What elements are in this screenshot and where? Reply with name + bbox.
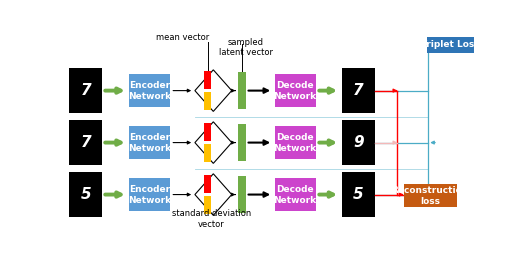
Text: Triplet Loss: Triplet Loss xyxy=(421,40,480,49)
Text: 7: 7 xyxy=(80,83,91,98)
Text: Encoder
Network: Encoder Network xyxy=(128,184,172,205)
Text: mean vector: mean vector xyxy=(156,33,209,42)
Text: Encoder
Network: Encoder Network xyxy=(128,80,172,101)
FancyBboxPatch shape xyxy=(238,72,246,109)
Text: Reconstruction
loss: Reconstruction loss xyxy=(392,185,469,206)
FancyBboxPatch shape xyxy=(238,124,246,161)
Text: Decode
Network: Decode Network xyxy=(274,80,317,101)
FancyBboxPatch shape xyxy=(204,196,211,214)
FancyBboxPatch shape xyxy=(275,75,316,107)
Text: Decode
Network: Decode Network xyxy=(274,133,317,153)
Text: sampled
latent vector: sampled latent vector xyxy=(219,38,273,57)
FancyBboxPatch shape xyxy=(69,120,102,166)
Polygon shape xyxy=(195,122,232,163)
FancyBboxPatch shape xyxy=(403,184,457,207)
Text: 7: 7 xyxy=(80,135,91,150)
FancyBboxPatch shape xyxy=(129,126,171,159)
FancyBboxPatch shape xyxy=(238,176,246,213)
FancyBboxPatch shape xyxy=(204,71,211,89)
FancyBboxPatch shape xyxy=(204,123,211,141)
FancyBboxPatch shape xyxy=(427,36,474,53)
FancyBboxPatch shape xyxy=(342,172,375,217)
FancyBboxPatch shape xyxy=(342,120,375,166)
Text: Decode
Network: Decode Network xyxy=(274,184,317,205)
Text: 9: 9 xyxy=(353,135,364,150)
Text: standard deviation
vector: standard deviation vector xyxy=(172,210,251,229)
FancyBboxPatch shape xyxy=(129,75,171,107)
FancyBboxPatch shape xyxy=(275,126,316,159)
FancyBboxPatch shape xyxy=(69,68,102,113)
FancyBboxPatch shape xyxy=(342,68,375,113)
FancyBboxPatch shape xyxy=(204,144,211,162)
Text: 5: 5 xyxy=(80,187,91,202)
Polygon shape xyxy=(195,174,232,215)
Polygon shape xyxy=(195,70,232,112)
FancyBboxPatch shape xyxy=(129,178,171,211)
FancyBboxPatch shape xyxy=(69,172,102,217)
FancyBboxPatch shape xyxy=(275,178,316,211)
Text: Encoder
Network: Encoder Network xyxy=(128,133,172,153)
FancyBboxPatch shape xyxy=(204,175,211,193)
FancyBboxPatch shape xyxy=(204,92,211,110)
Text: 5: 5 xyxy=(353,187,364,202)
Text: 7: 7 xyxy=(353,83,364,98)
